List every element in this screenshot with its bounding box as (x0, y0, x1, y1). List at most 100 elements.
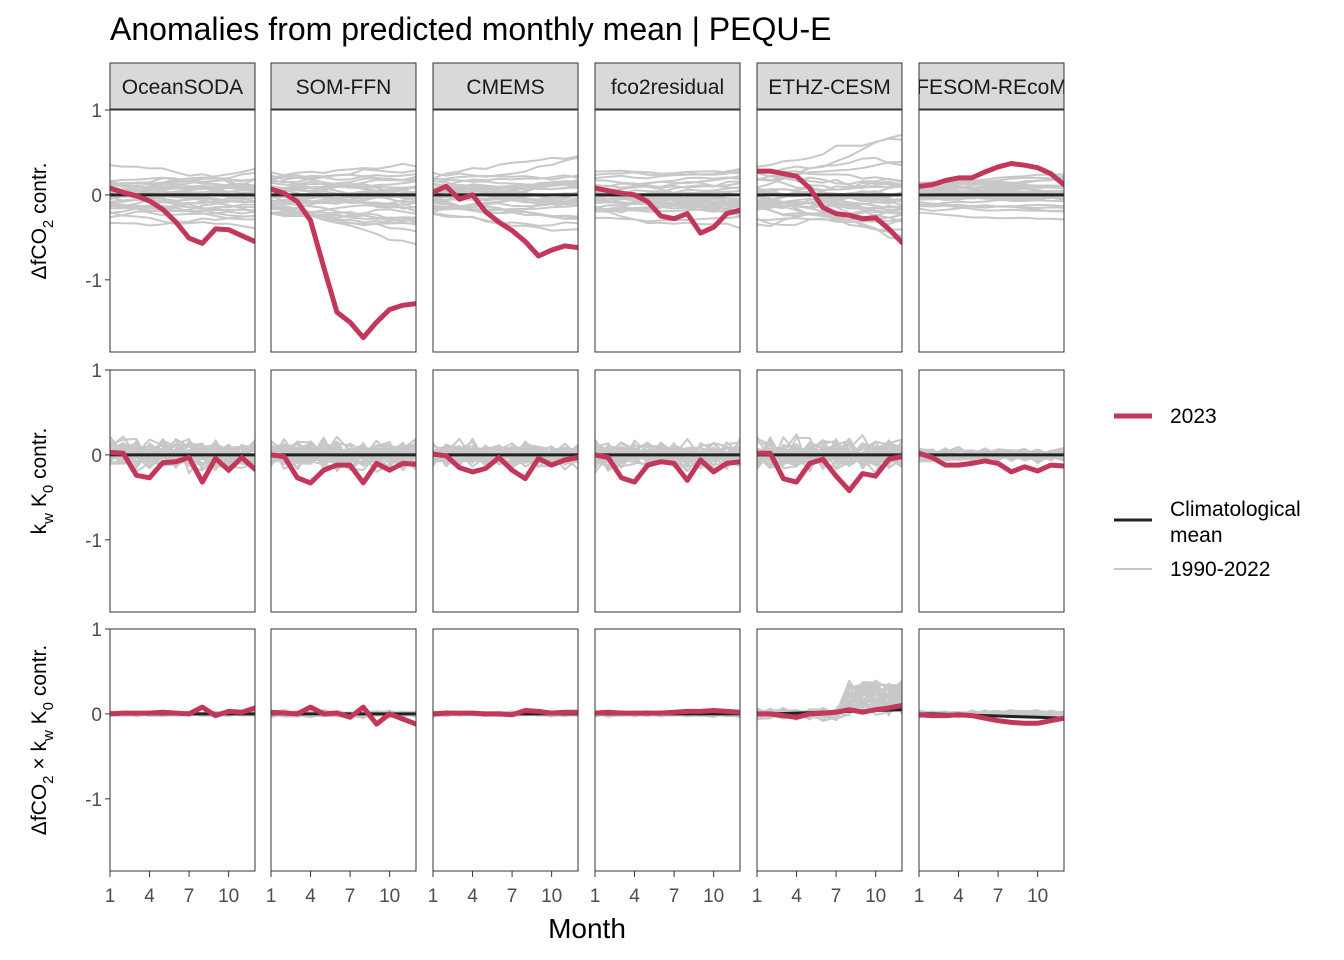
facet-strip (594, 62, 741, 110)
series-2023-line (271, 186, 416, 341)
history-line (919, 178, 1064, 189)
history-line (433, 155, 578, 180)
x-tick-label: 10 (379, 886, 400, 907)
panel-border (756, 369, 903, 613)
history-line (433, 156, 578, 178)
history-line (757, 161, 902, 182)
history-line (919, 204, 1064, 212)
history-line (595, 176, 740, 188)
panel-border (432, 628, 579, 872)
history-line (110, 442, 255, 467)
history-line (271, 212, 416, 225)
panel: 10-11 4 7 10 (85, 620, 256, 907)
x-tick-label: 10 (541, 886, 562, 907)
x-tick-label: 4 (305, 886, 316, 907)
history-line (595, 169, 740, 175)
panel-background (595, 629, 740, 871)
panel-background (271, 629, 416, 871)
history-line (433, 442, 578, 462)
history-line (595, 215, 740, 223)
history-line (757, 172, 902, 189)
x-tick-label: 10 (703, 886, 724, 907)
panel (918, 109, 1065, 353)
x-tick-label: 4 (791, 886, 802, 907)
x-tick-label: 7 (669, 886, 680, 907)
facet-cmems: CMEMS 1 4 7 10 (428, 62, 579, 907)
x-tick-label: 4 (953, 886, 964, 907)
panel-border (594, 628, 741, 872)
history-line (110, 207, 255, 217)
x-tick-label: 4 (144, 886, 155, 907)
series-2023-line (110, 185, 255, 246)
series-2023-line (595, 708, 740, 716)
panel: 1 0 -1 (85, 361, 256, 613)
y-tick-label: -1 (85, 790, 102, 811)
facet-strip-label: SOM-FFN (296, 76, 392, 99)
history-line (433, 185, 578, 196)
facet-strip (432, 62, 579, 110)
series-2023-line (433, 708, 578, 718)
y-axis-label: kw K0 contr. (28, 428, 57, 535)
x-tick-label: 1 (752, 886, 763, 907)
facet-strip (918, 62, 1065, 110)
panel-border (270, 628, 417, 872)
panel-background (110, 370, 255, 612)
x-tick-label: 7 (993, 886, 1004, 907)
history-line (919, 185, 1064, 192)
history-line (919, 195, 1064, 207)
y-tick-label: 1 (91, 361, 102, 382)
facet-strip-label: OceanSODA (122, 76, 243, 99)
history-line (595, 204, 740, 213)
history-line (595, 197, 740, 205)
series-2023-line (919, 161, 1064, 189)
series-2023-line (433, 183, 578, 259)
panel (756, 369, 903, 613)
panel-border (756, 628, 903, 872)
panel-background (271, 370, 416, 612)
y-tick-label: 1 (91, 620, 102, 641)
legend-label-climatology-2: mean (1170, 524, 1223, 547)
panel-background (757, 370, 902, 612)
panel-border (432, 369, 579, 613)
facet-fco2residual: fco2residual 1 4 7 10 (590, 62, 741, 907)
panel-background (271, 110, 416, 352)
history-line (919, 211, 1064, 221)
panel-background (595, 370, 740, 612)
panel: 1 4 7 10 (590, 628, 741, 907)
facet-ethz-cesm: ETHZ-CESM 1 4 7 10 (752, 62, 903, 907)
history-line (757, 137, 902, 168)
panel (594, 109, 741, 353)
row-labels: ΔfCO2 contr. kw K0 contr. ΔfCO2 × kw K0 co… (28, 163, 57, 836)
x-tick-label: 4 (467, 886, 478, 907)
panel-border (109, 369, 256, 613)
x-tick-label: 4 (629, 886, 640, 907)
history-line (757, 200, 902, 210)
facet-fesom-recom: FESOM-REcoM 1 4 7 10 (914, 62, 1065, 907)
facet-strip (270, 62, 417, 110)
panel-background (919, 370, 1064, 612)
panel-border (756, 109, 903, 353)
panel (270, 369, 417, 613)
history-line (595, 193, 740, 209)
panel (918, 369, 1065, 613)
series-2023-line (595, 185, 740, 236)
panel-background (110, 629, 255, 871)
y-tick-label: -1 (85, 271, 102, 292)
history-line (757, 213, 902, 221)
series-2023-line (595, 452, 740, 485)
history-line (757, 445, 902, 470)
history-line (433, 205, 578, 220)
panel-border (109, 109, 256, 353)
history-line (757, 156, 902, 174)
history-line (271, 447, 416, 464)
x-tick-label: 1 (914, 886, 925, 907)
panel-border (594, 369, 741, 613)
series-2023-line (757, 702, 902, 720)
history-line (110, 186, 255, 214)
x-tick-label: 1 (105, 886, 116, 907)
history-line (110, 206, 255, 213)
chart-title: Anomalies from predicted monthly mean | … (110, 11, 831, 47)
x-tick-label: 10 (865, 886, 886, 907)
